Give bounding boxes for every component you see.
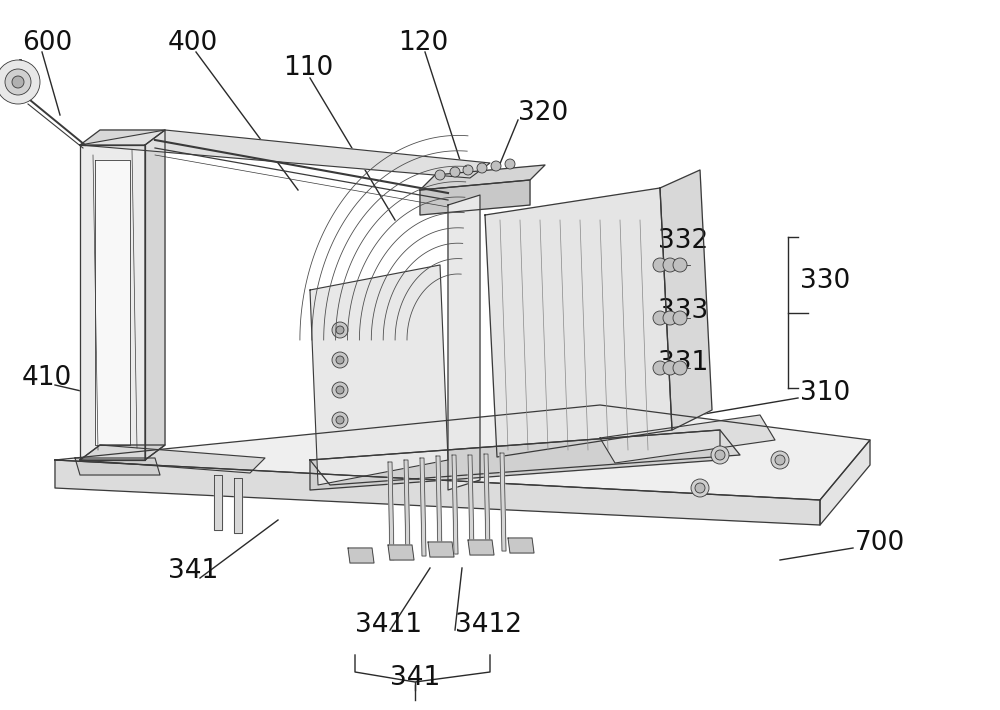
Polygon shape: [420, 180, 530, 215]
Polygon shape: [660, 170, 712, 430]
Text: 341: 341: [168, 558, 218, 584]
Polygon shape: [508, 538, 534, 553]
Circle shape: [673, 361, 687, 375]
Circle shape: [663, 311, 677, 325]
Polygon shape: [600, 415, 775, 463]
Polygon shape: [436, 456, 442, 555]
Text: 310: 310: [800, 380, 850, 406]
Text: 341: 341: [390, 665, 440, 691]
Circle shape: [435, 170, 445, 180]
Polygon shape: [80, 445, 165, 460]
Polygon shape: [468, 540, 494, 555]
Polygon shape: [500, 453, 506, 551]
Circle shape: [450, 167, 460, 177]
Polygon shape: [310, 430, 740, 485]
Polygon shape: [75, 458, 160, 475]
Polygon shape: [55, 460, 820, 525]
Circle shape: [653, 311, 667, 325]
Polygon shape: [448, 195, 480, 490]
Text: 110: 110: [283, 55, 333, 81]
Polygon shape: [234, 478, 242, 533]
Text: 3412: 3412: [455, 612, 522, 638]
Polygon shape: [80, 145, 145, 460]
Circle shape: [336, 386, 344, 394]
Polygon shape: [452, 455, 458, 554]
Polygon shape: [80, 445, 265, 473]
Circle shape: [711, 446, 729, 464]
Circle shape: [691, 479, 709, 497]
Polygon shape: [80, 130, 490, 178]
Circle shape: [663, 361, 677, 375]
Polygon shape: [95, 160, 130, 445]
Circle shape: [663, 258, 677, 272]
Text: 400: 400: [168, 30, 218, 56]
Polygon shape: [420, 458, 426, 556]
Circle shape: [695, 483, 705, 493]
Circle shape: [332, 352, 348, 368]
Circle shape: [775, 455, 785, 465]
Polygon shape: [388, 545, 414, 560]
Polygon shape: [310, 265, 448, 485]
Polygon shape: [404, 460, 410, 558]
Text: 332: 332: [658, 228, 708, 254]
Circle shape: [505, 159, 515, 169]
Text: 700: 700: [855, 530, 905, 556]
Circle shape: [715, 450, 725, 460]
Polygon shape: [820, 440, 870, 525]
Circle shape: [491, 161, 501, 171]
Text: 600: 600: [22, 30, 72, 56]
Circle shape: [673, 311, 687, 325]
Circle shape: [332, 412, 348, 428]
Circle shape: [771, 451, 789, 469]
Text: 410: 410: [22, 365, 72, 391]
Polygon shape: [468, 455, 474, 553]
Polygon shape: [348, 548, 374, 563]
Circle shape: [0, 60, 40, 104]
Text: 333: 333: [658, 298, 708, 324]
Circle shape: [653, 361, 667, 375]
Text: 330: 330: [800, 268, 850, 294]
Polygon shape: [214, 475, 222, 530]
Circle shape: [653, 258, 667, 272]
Circle shape: [673, 258, 687, 272]
Text: 320: 320: [518, 100, 568, 126]
Text: 120: 120: [398, 30, 448, 56]
Circle shape: [336, 356, 344, 364]
Circle shape: [332, 382, 348, 398]
Polygon shape: [388, 462, 394, 560]
Circle shape: [336, 416, 344, 424]
Polygon shape: [310, 430, 720, 490]
Polygon shape: [484, 454, 490, 552]
Circle shape: [477, 163, 487, 173]
Circle shape: [463, 165, 473, 175]
Text: 331: 331: [658, 350, 708, 376]
Circle shape: [5, 69, 31, 95]
Circle shape: [336, 326, 344, 334]
Text: 3411: 3411: [355, 612, 422, 638]
Polygon shape: [55, 405, 870, 500]
Circle shape: [332, 322, 348, 338]
Polygon shape: [485, 188, 672, 457]
Circle shape: [12, 76, 24, 88]
Polygon shape: [428, 542, 454, 557]
Polygon shape: [145, 130, 165, 460]
Polygon shape: [80, 130, 165, 145]
Polygon shape: [420, 165, 545, 190]
